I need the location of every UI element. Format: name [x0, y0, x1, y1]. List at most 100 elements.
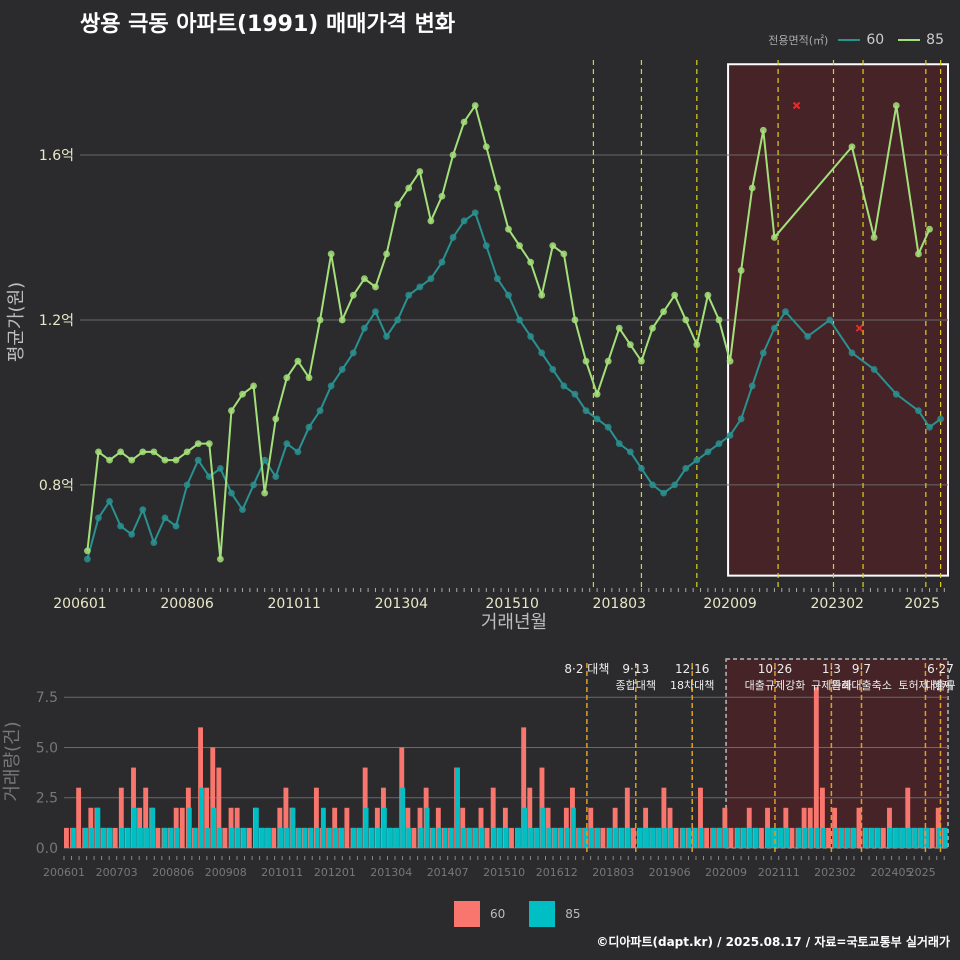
data-point-60: [172, 522, 180, 530]
bar-85: [528, 827, 534, 848]
chart-title: 쌍용 극동 아파트(1991) 매매가격 변화: [80, 12, 456, 37]
bar-85: [552, 827, 558, 848]
data-point-60: [305, 423, 313, 431]
data-point-60: [117, 522, 125, 530]
legend-box-label-85: 85: [565, 907, 581, 921]
bar-85: [625, 827, 631, 848]
data-point-60: [183, 481, 191, 489]
bar-60: [131, 767, 136, 848]
data-point-85: [715, 316, 723, 324]
data-point-60: [106, 497, 113, 505]
data-point-85: [748, 184, 756, 192]
bar-85: [503, 827, 509, 848]
annotation-label: 9·13: [622, 662, 649, 676]
data-point-60: [926, 423, 933, 431]
data-point-60: [205, 473, 213, 481]
bar-85: [845, 827, 851, 848]
bar-85: [125, 827, 131, 848]
data-point-60: [649, 481, 656, 489]
bar-x-tick-label: 201407: [427, 866, 469, 879]
data-point-85: [660, 308, 667, 316]
data-point-60: [95, 514, 102, 522]
data-point-60: [704, 448, 712, 456]
data-point-85: [615, 324, 623, 332]
top-legend: 전용면적(㎡) 60 85: [768, 32, 952, 48]
data-point-85: [150, 448, 158, 456]
bar-x-tick-label: 2025: [908, 866, 936, 879]
bar-60: [216, 767, 222, 848]
bar-85: [351, 827, 357, 848]
bar-85: [747, 827, 753, 848]
data-point-60: [726, 432, 734, 439]
data-point-60: [748, 382, 756, 390]
annotation-label: 규제완화: [811, 679, 851, 692]
data-point-60: [527, 333, 535, 340]
legend-swatch-60: [838, 39, 861, 41]
data-point-60: [715, 440, 723, 448]
data-point-85: [759, 126, 767, 134]
data-point-85: [926, 225, 933, 233]
data-point-85: [892, 102, 900, 109]
bar-x-tick-label: 202111: [758, 866, 800, 879]
annotation-label: 9·7: [852, 662, 871, 676]
data-point-85: [272, 415, 280, 423]
data-point-60: [482, 242, 490, 250]
data-point-85: [427, 217, 435, 225]
bar-85: [229, 827, 235, 848]
bar-60: [728, 827, 734, 848]
bar-85: [887, 827, 893, 848]
bar-85: [942, 827, 948, 848]
bar-60: [143, 787, 149, 848]
bar-60: [661, 787, 667, 848]
data-point-85: [626, 341, 634, 349]
bar-85: [406, 827, 412, 848]
bar-85: [119, 827, 125, 848]
data-point-60: [682, 465, 690, 472]
bar-85: [430, 827, 436, 848]
bar-85: [101, 827, 107, 848]
bar-60: [313, 787, 319, 848]
data-point-85: [516, 242, 523, 250]
data-point-85: [139, 448, 147, 456]
data-point-60: [416, 283, 424, 291]
bar-85: [644, 827, 649, 848]
bar-85: [741, 827, 747, 848]
bar-85: [394, 827, 400, 848]
bar-60: [246, 827, 252, 848]
bar-85: [186, 807, 192, 848]
bar-60: [813, 687, 819, 848]
annotation-label: 18차대책: [670, 679, 714, 692]
data-point-60: [261, 456, 269, 464]
data-point-85: [383, 250, 390, 258]
bar-60: [509, 827, 514, 848]
annotation-label: 대출규제강화: [745, 679, 806, 692]
data-point-60: [937, 415, 945, 423]
data-point-60: [471, 209, 479, 217]
bar-85: [516, 827, 521, 848]
data-point-85: [128, 456, 136, 464]
bar-85: [241, 827, 247, 848]
annotation-label: 1·3: [822, 662, 841, 676]
data-point-60: [759, 349, 767, 357]
data-point-60: [283, 440, 291, 448]
bar-85: [253, 807, 259, 848]
bar-85: [772, 827, 777, 848]
data-point-85: [449, 151, 457, 159]
bar-85: [107, 827, 113, 848]
data-point-85: [549, 242, 557, 250]
bar-85: [540, 807, 546, 848]
bar-85: [814, 827, 820, 848]
data-point-60: [737, 415, 745, 423]
bar-85: [894, 827, 899, 848]
bar-60: [600, 827, 606, 848]
bar-85: [473, 827, 479, 848]
annotation-label: 종합대책: [616, 679, 656, 692]
bar-y-tick-label: 2.5: [36, 791, 58, 807]
bar-60: [826, 827, 831, 848]
bar-x-tick-label: 200703: [96, 866, 138, 879]
x-tick-label: 201510: [485, 596, 538, 612]
bar-85: [278, 827, 284, 848]
bar-85: [284, 827, 290, 848]
data-point-60: [771, 324, 778, 332]
data-point-85: [405, 184, 413, 192]
